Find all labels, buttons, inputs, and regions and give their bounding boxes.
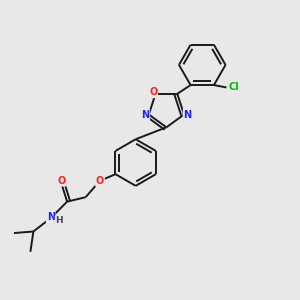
- Text: O: O: [96, 176, 104, 186]
- Text: N: N: [184, 110, 192, 119]
- Text: H: H: [55, 216, 63, 225]
- Text: N: N: [46, 212, 55, 223]
- Text: O: O: [149, 87, 157, 97]
- Text: O: O: [58, 176, 66, 186]
- Text: Cl: Cl: [229, 82, 240, 92]
- Text: N: N: [141, 110, 149, 119]
